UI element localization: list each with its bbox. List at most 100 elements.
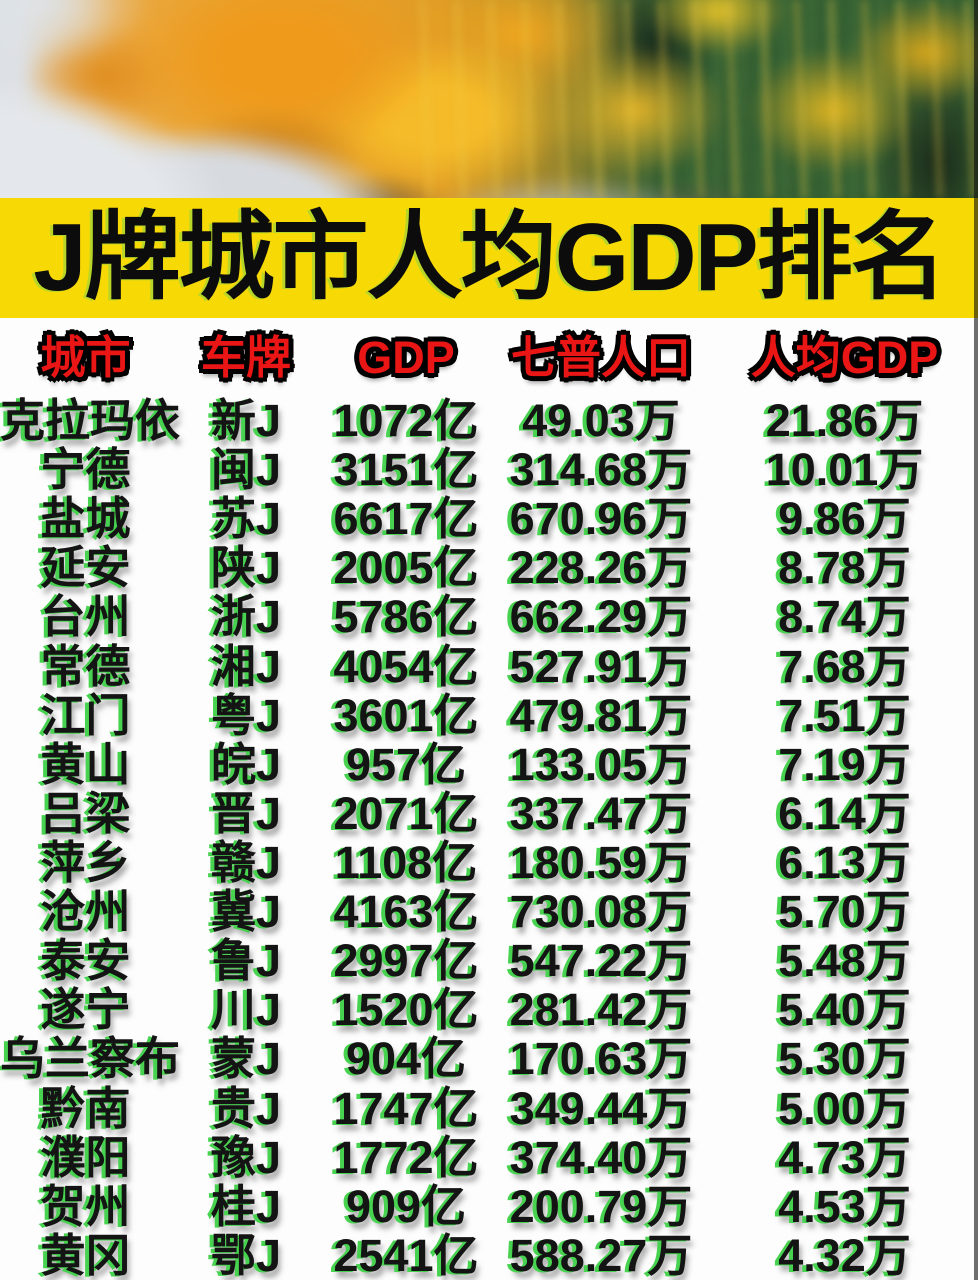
plate-cell: 闽J [210, 444, 282, 496]
plate-cell: 陕J [210, 542, 282, 594]
gdp-cell: 1108亿 [334, 837, 478, 889]
table-row: 黄山 皖J 957亿 133.05万 7.19万 [0, 740, 978, 789]
video-border-right [974, 0, 978, 1280]
per-capita-gdp-cell: 10.01万 [765, 444, 924, 496]
plate-cell: 赣J [210, 837, 282, 889]
plate-cell: 川J [210, 984, 282, 1036]
per-capita-gdp-cell: 5.00万 [778, 1082, 911, 1134]
table-row: 遂宁 川J 1520亿 281.42万 5.40万 [0, 985, 978, 1034]
autumn-forest-photo [0, 0, 978, 198]
table-row: 延安 陕J 2005亿 228.26万 8.78万 [0, 543, 978, 592]
header-gdp: GDP [357, 331, 455, 383]
header-city: 城市 [40, 331, 131, 383]
population-cell: 670.96万 [509, 493, 693, 545]
gdp-cell: 3601亿 [333, 689, 479, 741]
table-row: 吕梁 晋J 2071亿 337.47万 6.14万 [0, 789, 978, 838]
table-row: 常德 湘J 4054亿 527.91万 7.68万 [0, 642, 978, 691]
city-cell: 盐城 [40, 493, 131, 545]
city-cell: 泰安 [40, 935, 131, 987]
population-cell: 133.05万 [509, 738, 693, 790]
table-row: 盐城 苏J 6617亿 670.96万 9.86万 [0, 494, 978, 543]
per-capita-gdp-cell: 4.53万 [778, 1180, 911, 1232]
gdp-cell: 904亿 [345, 1033, 467, 1085]
plate-cell: 粤J [210, 689, 282, 741]
gdp-cell: 2997亿 [333, 935, 479, 987]
population-cell: 730.08万 [509, 886, 693, 938]
gdp-cell: 4054亿 [333, 640, 479, 692]
table-row: 黔南 贵J 1747亿 349.44万 5.00万 [0, 1084, 978, 1133]
header-row: 城市 车牌 GDP 七普人口 人均GDP [0, 318, 978, 396]
plate-cell: 晋J [210, 787, 282, 839]
per-capita-gdp-cell: 4.73万 [778, 1131, 911, 1183]
city-cell: 江门 [40, 689, 131, 741]
plate-cell: 鄂J [210, 1229, 282, 1280]
plate-cell: 贵J [210, 1082, 282, 1134]
gdp-cell: 6617亿 [333, 493, 479, 545]
plate-cell: 苏J [210, 493, 282, 545]
table-row: 台州 浙J 5786亿 662.29万 8.74万 [0, 592, 978, 641]
gdp-cell: 1747亿 [333, 1082, 479, 1134]
city-cell: 黄山 [40, 738, 131, 790]
table-row: 萍乡 赣J 1108亿 180.59万 6.13万 [0, 838, 978, 887]
population-cell: 170.63万 [509, 1033, 693, 1085]
title-banner: J牌城市人均GDP排名 [0, 198, 978, 318]
population-cell: 479.81万 [509, 689, 693, 741]
per-capita-gdp-cell: 7.51万 [778, 689, 911, 741]
table-body: 克拉玛依 新J 1072亿 49.03万 21.86万 宁德 闽J 3151亿 314.68万 1… [0, 396, 978, 1280]
gdp-ranking-table: 城市 车牌 GDP 七普人口 人均GDP 克拉玛依 新J 1072亿 49.03万 21.86万… [0, 318, 978, 1280]
city-cell: 萍乡 [40, 837, 131, 889]
per-capita-gdp-cell: 5.48万 [778, 935, 911, 987]
plate-cell: 豫J [210, 1131, 282, 1183]
per-capita-gdp-cell: 5.30万 [778, 1033, 911, 1085]
gdp-cell: 1520亿 [333, 984, 479, 1036]
per-capita-gdp-cell: 6.14万 [778, 787, 911, 839]
per-capita-gdp-cell: 5.70万 [778, 886, 911, 938]
header-plate: 车牌 [200, 331, 291, 383]
plate-cell: 蒙J [210, 1033, 282, 1085]
population-cell: 349.44万 [509, 1082, 693, 1134]
population-cell: 337.47万 [509, 787, 693, 839]
plate-cell: 皖J [210, 738, 282, 790]
city-cell: 延安 [40, 542, 131, 594]
population-cell: 527.91万 [509, 640, 693, 692]
population-cell: 49.03万 [522, 395, 680, 447]
city-cell: 宁德 [40, 444, 131, 496]
per-capita-gdp-cell: 8.78万 [778, 542, 911, 594]
table-row: 宁德 闽J 3151亿 314.68万 10.01万 [0, 445, 978, 494]
gdp-cell: 2005亿 [333, 542, 479, 594]
population-cell: 228.26万 [509, 542, 693, 594]
population-cell: 374.40万 [509, 1131, 693, 1183]
gdp-cell: 3151亿 [333, 444, 479, 496]
gdp-cell: 1772亿 [333, 1131, 479, 1183]
plate-cell: 新J [210, 395, 282, 447]
per-capita-gdp-cell: 7.68万 [778, 640, 911, 692]
table-row: 乌兰察布 蒙J 904亿 170.63万 5.30万 [0, 1034, 978, 1083]
city-cell: 克拉玛依 [0, 395, 181, 447]
population-cell: 588.27万 [509, 1229, 693, 1280]
city-cell: 乌兰察布 [0, 1033, 181, 1085]
population-cell: 547.22万 [509, 935, 693, 987]
plate-cell: 冀J [210, 886, 282, 938]
gdp-cell: 909亿 [345, 1180, 467, 1232]
table-row: 泰安 鲁J 2997亿 547.22万 5.48万 [0, 936, 978, 985]
table-row: 黄冈 鄂J 2541亿 588.27万 4.32万 [0, 1231, 978, 1280]
header-per-capita-gdp: 人均GDP [750, 331, 939, 383]
per-capita-gdp-cell: 8.74万 [778, 591, 911, 643]
city-cell: 常德 [40, 640, 131, 692]
gdp-cell: 4163亿 [333, 886, 479, 938]
plate-cell: 桂J [210, 1180, 282, 1232]
city-cell: 贺州 [40, 1180, 131, 1232]
plate-cell: 鲁J [210, 935, 282, 987]
table-row: 濮阳 豫J 1772亿 374.40万 4.73万 [0, 1133, 978, 1182]
population-cell: 662.29万 [509, 591, 693, 643]
table-row: 沧州 冀J 4163亿 730.08万 5.70万 [0, 887, 978, 936]
city-cell: 沧州 [40, 886, 131, 938]
population-cell: 314.68万 [509, 444, 693, 496]
population-cell: 281.42万 [509, 984, 693, 1036]
per-capita-gdp-cell: 9.86万 [778, 493, 911, 545]
per-capita-gdp-cell: 5.40万 [778, 984, 911, 1036]
per-capita-gdp-cell: 21.86万 [765, 395, 924, 447]
city-cell: 吕梁 [40, 787, 131, 839]
header-population: 七普人口 [510, 331, 691, 383]
